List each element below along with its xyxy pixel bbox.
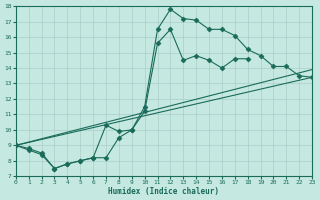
X-axis label: Humidex (Indice chaleur): Humidex (Indice chaleur) (108, 187, 220, 196)
